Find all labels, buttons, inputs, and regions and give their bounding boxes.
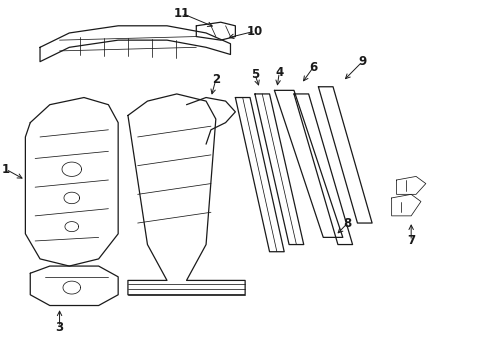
Text: 11: 11 [173, 7, 190, 20]
Text: 1: 1 [2, 163, 10, 176]
Text: 7: 7 [407, 234, 415, 247]
Text: 3: 3 [55, 320, 64, 333]
Text: 4: 4 [275, 66, 283, 79]
Text: 9: 9 [358, 55, 367, 68]
Text: 5: 5 [251, 68, 259, 81]
Text: 8: 8 [343, 216, 352, 230]
Text: 10: 10 [247, 25, 263, 38]
Text: 6: 6 [309, 60, 318, 73]
Text: 2: 2 [212, 73, 220, 86]
